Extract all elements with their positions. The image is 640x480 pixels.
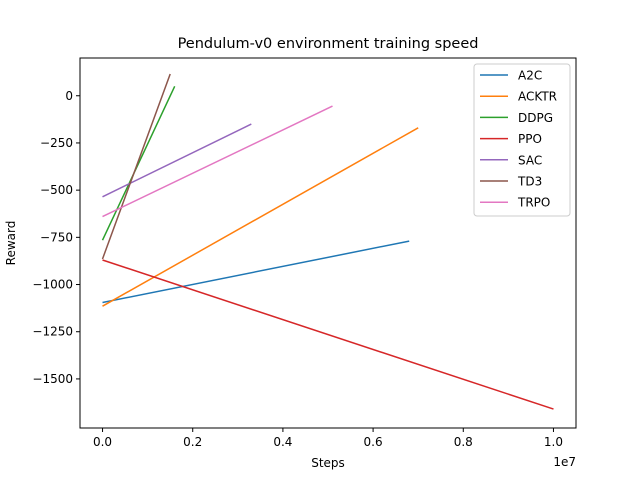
plot-lines [101,73,554,410]
series-line-a2c [102,240,410,304]
y-tick-label: −1000 [32,278,73,292]
series-line-td3 [101,73,171,260]
y-tick-label: 0 [65,89,73,103]
y-tick-label: −250 [40,136,73,150]
legend-label-a2c: A2C [518,69,542,83]
series-line-ppo [102,259,554,410]
series-line-sac [102,123,252,198]
x-axis: 0.0 0.2 0.4 0.6 0.8 1.0 [93,428,563,449]
legend-label-td3: TD3 [517,175,542,189]
legend-box [473,63,571,217]
x-tick-label: 0.4 [273,435,292,449]
y-tick-label: −500 [40,183,73,197]
legend-label-ppo: PPO [518,132,542,146]
y-tick-label: −1500 [32,372,73,386]
legend-label-sac: SAC [518,153,542,167]
series-line-acktr [102,127,419,307]
x-axis-offset-label: 1e7 [553,455,576,469]
x-tick-label: 0.8 [454,435,473,449]
chart-title: Pendulum-v0 environment training speed [178,36,479,52]
y-axis: 0 −250 −500 −750 −1000 −1250 −1500 [32,89,80,386]
plot-frame [79,57,577,429]
x-tick-label: 0.6 [364,435,383,449]
y-axis-label: Reward [4,221,18,266]
series-line-trpo [102,105,333,218]
x-tick-label: 0.2 [183,435,202,449]
y-tick-label: −1250 [32,325,73,339]
x-tick-label: 0.0 [93,435,112,449]
x-axis-label: Steps [311,456,345,470]
legend: A2C ACKTR DDPG PPO SAC TD3 TRPO [473,63,571,217]
legend-label-acktr: ACKTR [518,90,557,104]
y-tick-label: −750 [40,230,73,244]
series-line-ddpg [101,85,176,241]
legend-label-trpo: TRPO [517,196,550,210]
x-tick-label: 1.0 [544,435,563,449]
legend-label-ddpg: DDPG [518,111,553,125]
